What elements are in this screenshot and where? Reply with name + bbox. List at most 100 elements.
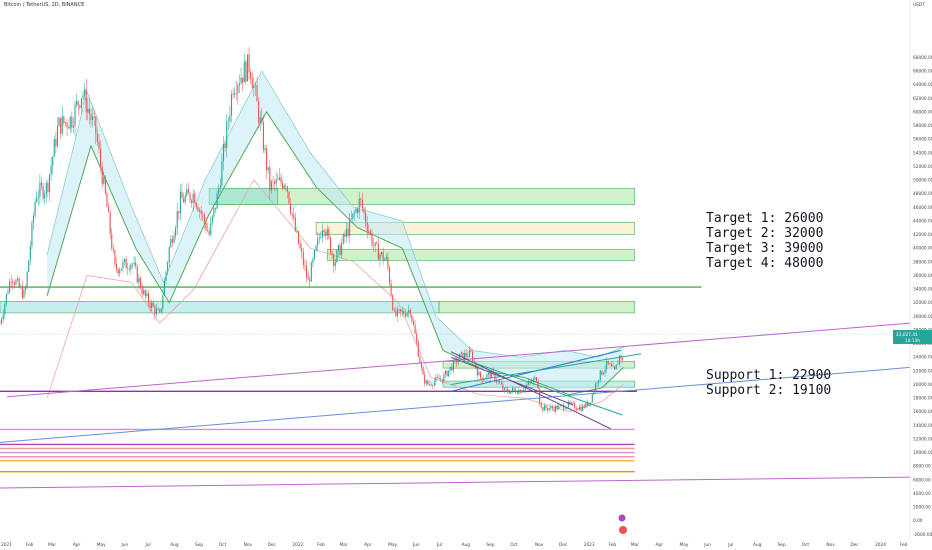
- event-marker-flag-icon[interactable]: [619, 526, 627, 534]
- y-tick-label: 4000.00: [913, 491, 931, 497]
- candle-body-348: [555, 405, 557, 412]
- candle-body-142: [226, 121, 228, 148]
- candle-body-342: [545, 405, 547, 409]
- candle-body-339: [540, 403, 542, 408]
- candle-body-224: [357, 208, 359, 213]
- candle-body-83: [131, 264, 134, 265]
- y-tick-label: 2000.00: [913, 505, 931, 511]
- candle-body-3: [4, 303, 6, 315]
- candle-body-309: [492, 370, 494, 373]
- candle-body-240: [382, 252, 384, 261]
- candle-body-8: [12, 281, 14, 284]
- candle-body-102: [162, 295, 164, 309]
- candle-body-256: [408, 310, 410, 313]
- candle-body-183: [291, 213, 293, 215]
- candle-body-69: [109, 211, 111, 234]
- x-tick-label: Jul: [727, 542, 733, 548]
- candle-body-293: [467, 356, 469, 358]
- candle-body-343: [547, 408, 549, 411]
- x-axis[interactable]: 2021 Feb Mar Apr May Jun Jul Aug Sep Oct Nov Dec 202…: [1, 542, 908, 548]
- candle-body-33: [52, 156, 54, 166]
- y-tick-label: 34000.00: [913, 287, 932, 293]
- candle-body-44: [69, 116, 71, 129]
- candle-body-68: [108, 206, 110, 212]
- candle-body-206: [328, 229, 330, 238]
- candle-body-363: [578, 406, 581, 410]
- candle-body-223: [355, 208, 357, 213]
- candle-body-49: [77, 101, 79, 106]
- target-2-label: Target 2: 32000: [706, 226, 823, 241]
- candle-body-191: [304, 265, 306, 266]
- candle-body-202: [321, 230, 324, 238]
- candle-body-9: [13, 283, 15, 285]
- candle-body-221: [352, 213, 354, 219]
- candle-body-172: [274, 181, 276, 184]
- candle-body-67: [106, 193, 108, 207]
- candle-body-193: [307, 277, 309, 280]
- candle-body-259: [412, 320, 415, 325]
- candle-body-277: [441, 378, 443, 382]
- candle-body-43: [68, 127, 70, 129]
- candle-body-86: [136, 266, 138, 283]
- candle-body-98: [155, 309, 158, 315]
- candle-body-167: [266, 148, 268, 171]
- candle-body-120: [191, 200, 193, 204]
- candle-body-60: [95, 116, 97, 134]
- candle-body-387: [617, 364, 619, 365]
- candle-body-18: [28, 260, 30, 272]
- x-tick-label: Oct: [802, 542, 810, 548]
- candle-body-175: [278, 177, 280, 180]
- candle-body-279: [444, 370, 446, 375]
- candle-body-265: [422, 367, 424, 375]
- candle-body-278: [443, 374, 445, 382]
- candle-body-55: [87, 108, 89, 113]
- y-tick-label: 42000.00: [913, 232, 932, 238]
- event-marker[interactable]: [618, 514, 628, 535]
- candle-body-296: [472, 351, 474, 362]
- candle-body-132: [210, 222, 212, 235]
- candle-body-12: [18, 278, 20, 287]
- candle-body-140: [222, 143, 225, 162]
- candle-body-262: [417, 342, 419, 357]
- candle-body-225: [358, 198, 360, 213]
- candle-body-236: [376, 242, 378, 244]
- candle-body-325: [518, 389, 520, 394]
- x-tick-label: May: [680, 542, 689, 548]
- candle-body-365: [582, 405, 584, 411]
- candle-body-40: [63, 116, 65, 123]
- candle-body-320: [510, 390, 512, 394]
- candle-body-155: [246, 54, 249, 82]
- candle-body-268: [427, 380, 429, 385]
- candle-body-7: [10, 281, 12, 283]
- candle-body-149: [237, 85, 239, 94]
- candle-body-25: [39, 182, 41, 197]
- x-tick-label: Jul: [144, 542, 150, 548]
- candle-body-243: [387, 257, 389, 268]
- candle-body-65: [103, 176, 105, 184]
- candle-body-15: [23, 289, 25, 298]
- event-marker-circle[interactable]: [618, 514, 626, 522]
- candle-body-103: [163, 280, 165, 296]
- candle-body-118: [187, 189, 189, 194]
- candle-body-388: [618, 355, 620, 365]
- candle-body-16: [24, 287, 27, 290]
- candle-body-99: [157, 309, 159, 310]
- trendline-5: [450, 353, 642, 385]
- candle-body-331: [527, 381, 529, 385]
- candle-body-72: [114, 250, 116, 264]
- candle-body-143: [227, 121, 229, 122]
- candle-body-333: [531, 381, 533, 383]
- x-tick-label: Aug: [462, 542, 471, 548]
- candle-body-235: [374, 242, 376, 247]
- y-axis[interactable]: -2000.00 0.00 2000.00 4000.00 6000.00 8000.00…: [913, 55, 932, 538]
- candle-body-301: [479, 372, 482, 378]
- candle-body-306: [487, 372, 490, 375]
- candle-body-294: [468, 350, 470, 357]
- candle-body-31: [48, 174, 51, 192]
- candle-body-2: [2, 314, 4, 320]
- candle-body-328: [523, 389, 525, 392]
- candle-body-177: [282, 182, 284, 189]
- candle-body-0: [0, 323, 1, 324]
